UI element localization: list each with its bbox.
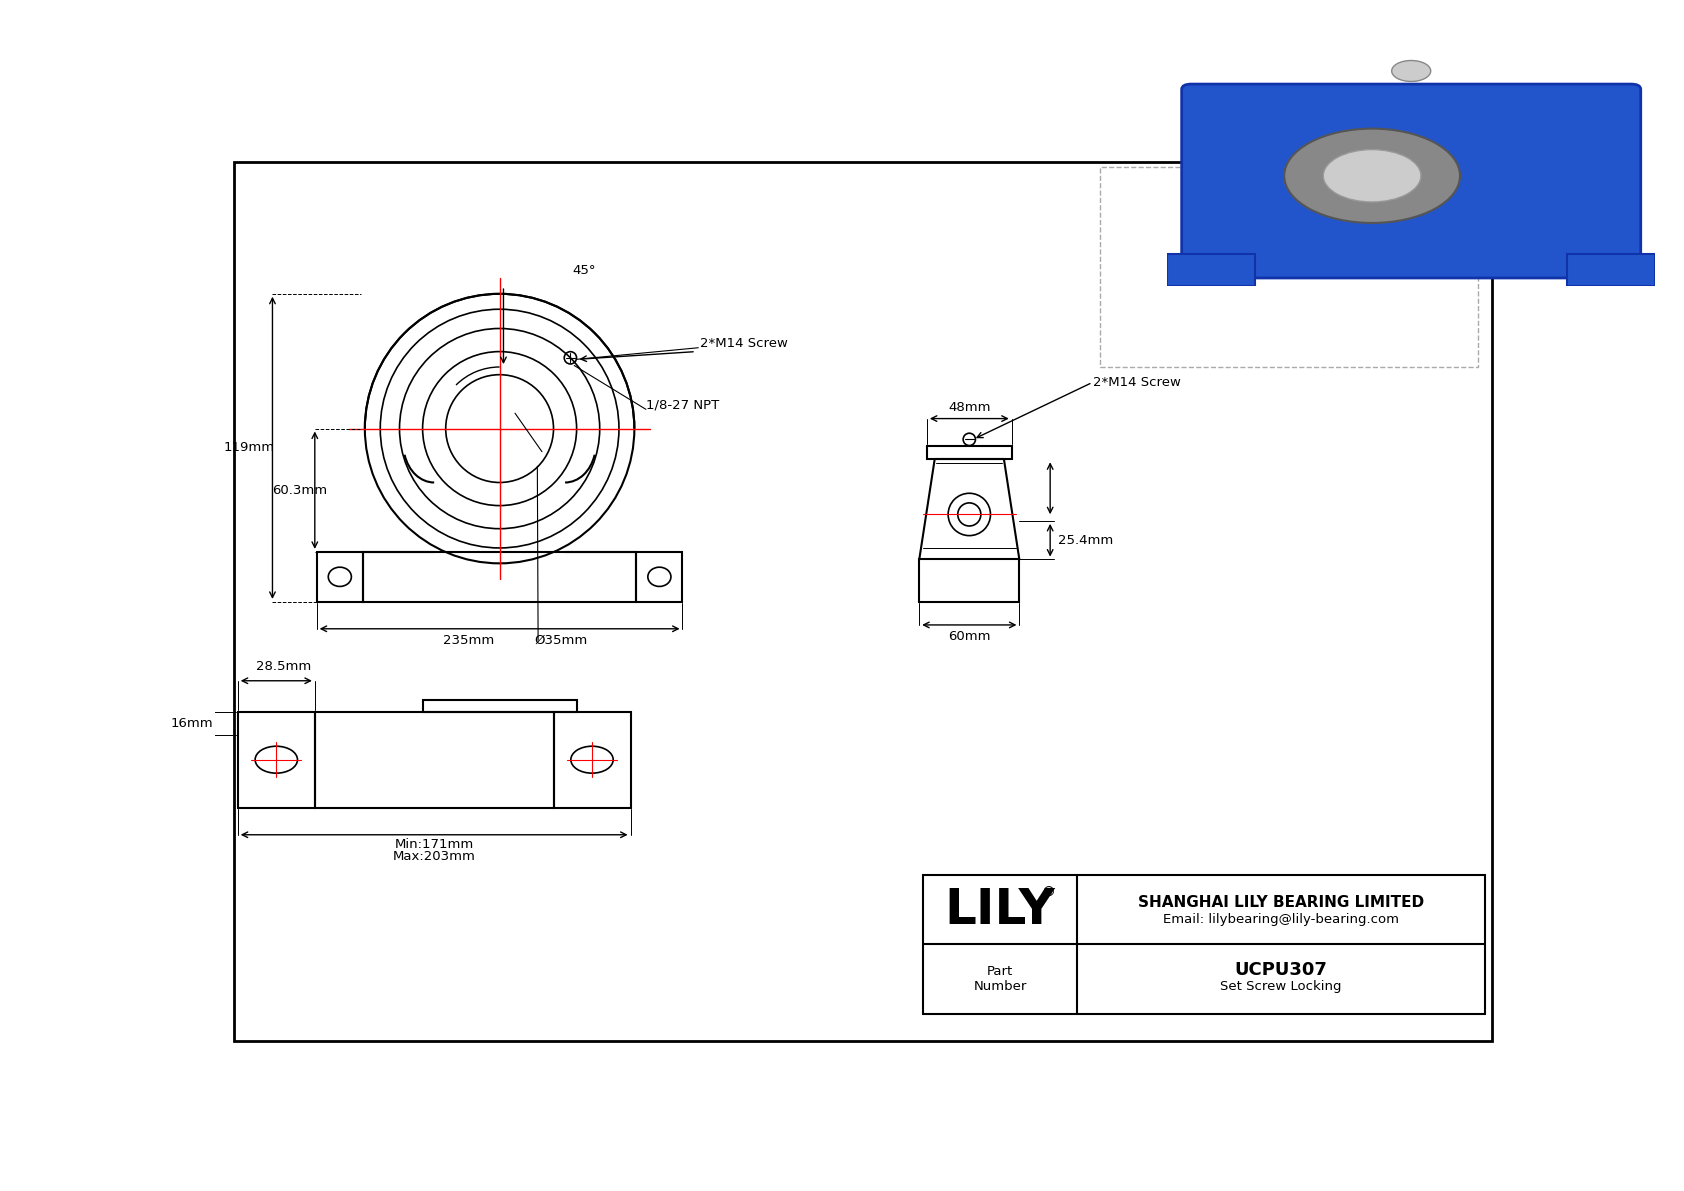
Text: Part
Number: Part Number <box>973 965 1027 993</box>
Bar <box>237 711 315 807</box>
Text: 2*M14 Screw: 2*M14 Screw <box>701 337 788 350</box>
Text: 48mm: 48mm <box>948 400 990 413</box>
Text: 25.4mm: 25.4mm <box>1058 534 1113 547</box>
Circle shape <box>1324 150 1421 202</box>
Text: Min:171mm: Min:171mm <box>394 837 473 850</box>
Text: Ø35mm: Ø35mm <box>534 634 588 647</box>
Text: 2*M14 Screw: 2*M14 Screw <box>1093 376 1180 389</box>
FancyBboxPatch shape <box>1182 85 1640 278</box>
Bar <box>554 711 630 807</box>
Text: Email: lilybearing@lily-bearing.com: Email: lilybearing@lily-bearing.com <box>1164 912 1399 925</box>
Text: 235mm: 235mm <box>443 634 495 647</box>
Text: 28.5mm: 28.5mm <box>256 660 312 673</box>
Bar <box>926 445 1012 460</box>
Bar <box>315 711 554 807</box>
Bar <box>317 551 364 601</box>
Text: LILY: LILY <box>945 886 1056 934</box>
Bar <box>1568 255 1655 286</box>
Text: 16mm: 16mm <box>170 717 212 730</box>
Text: Max:203mm: Max:203mm <box>392 850 475 862</box>
Bar <box>1100 167 1477 367</box>
Text: ®: ® <box>1041 886 1054 900</box>
Bar <box>919 560 1019 601</box>
Circle shape <box>1285 129 1460 223</box>
Bar <box>423 700 576 711</box>
Text: 60mm: 60mm <box>948 630 990 643</box>
Text: SHANGHAI LILY BEARING LIMITED: SHANGHAI LILY BEARING LIMITED <box>1138 894 1425 910</box>
Text: Set Screw Locking: Set Screw Locking <box>1221 980 1342 993</box>
Text: 1/8-27 NPT: 1/8-27 NPT <box>647 399 719 412</box>
Text: 45°: 45° <box>573 264 596 278</box>
Bar <box>364 551 637 601</box>
Bar <box>1167 255 1255 286</box>
Bar <box>637 551 682 601</box>
Text: UCPU307: UCPU307 <box>1234 961 1327 979</box>
Bar <box>923 875 1485 1014</box>
Text: 119mm: 119mm <box>224 442 274 454</box>
Circle shape <box>1391 61 1431 81</box>
Text: 60.3mm: 60.3mm <box>271 484 327 497</box>
